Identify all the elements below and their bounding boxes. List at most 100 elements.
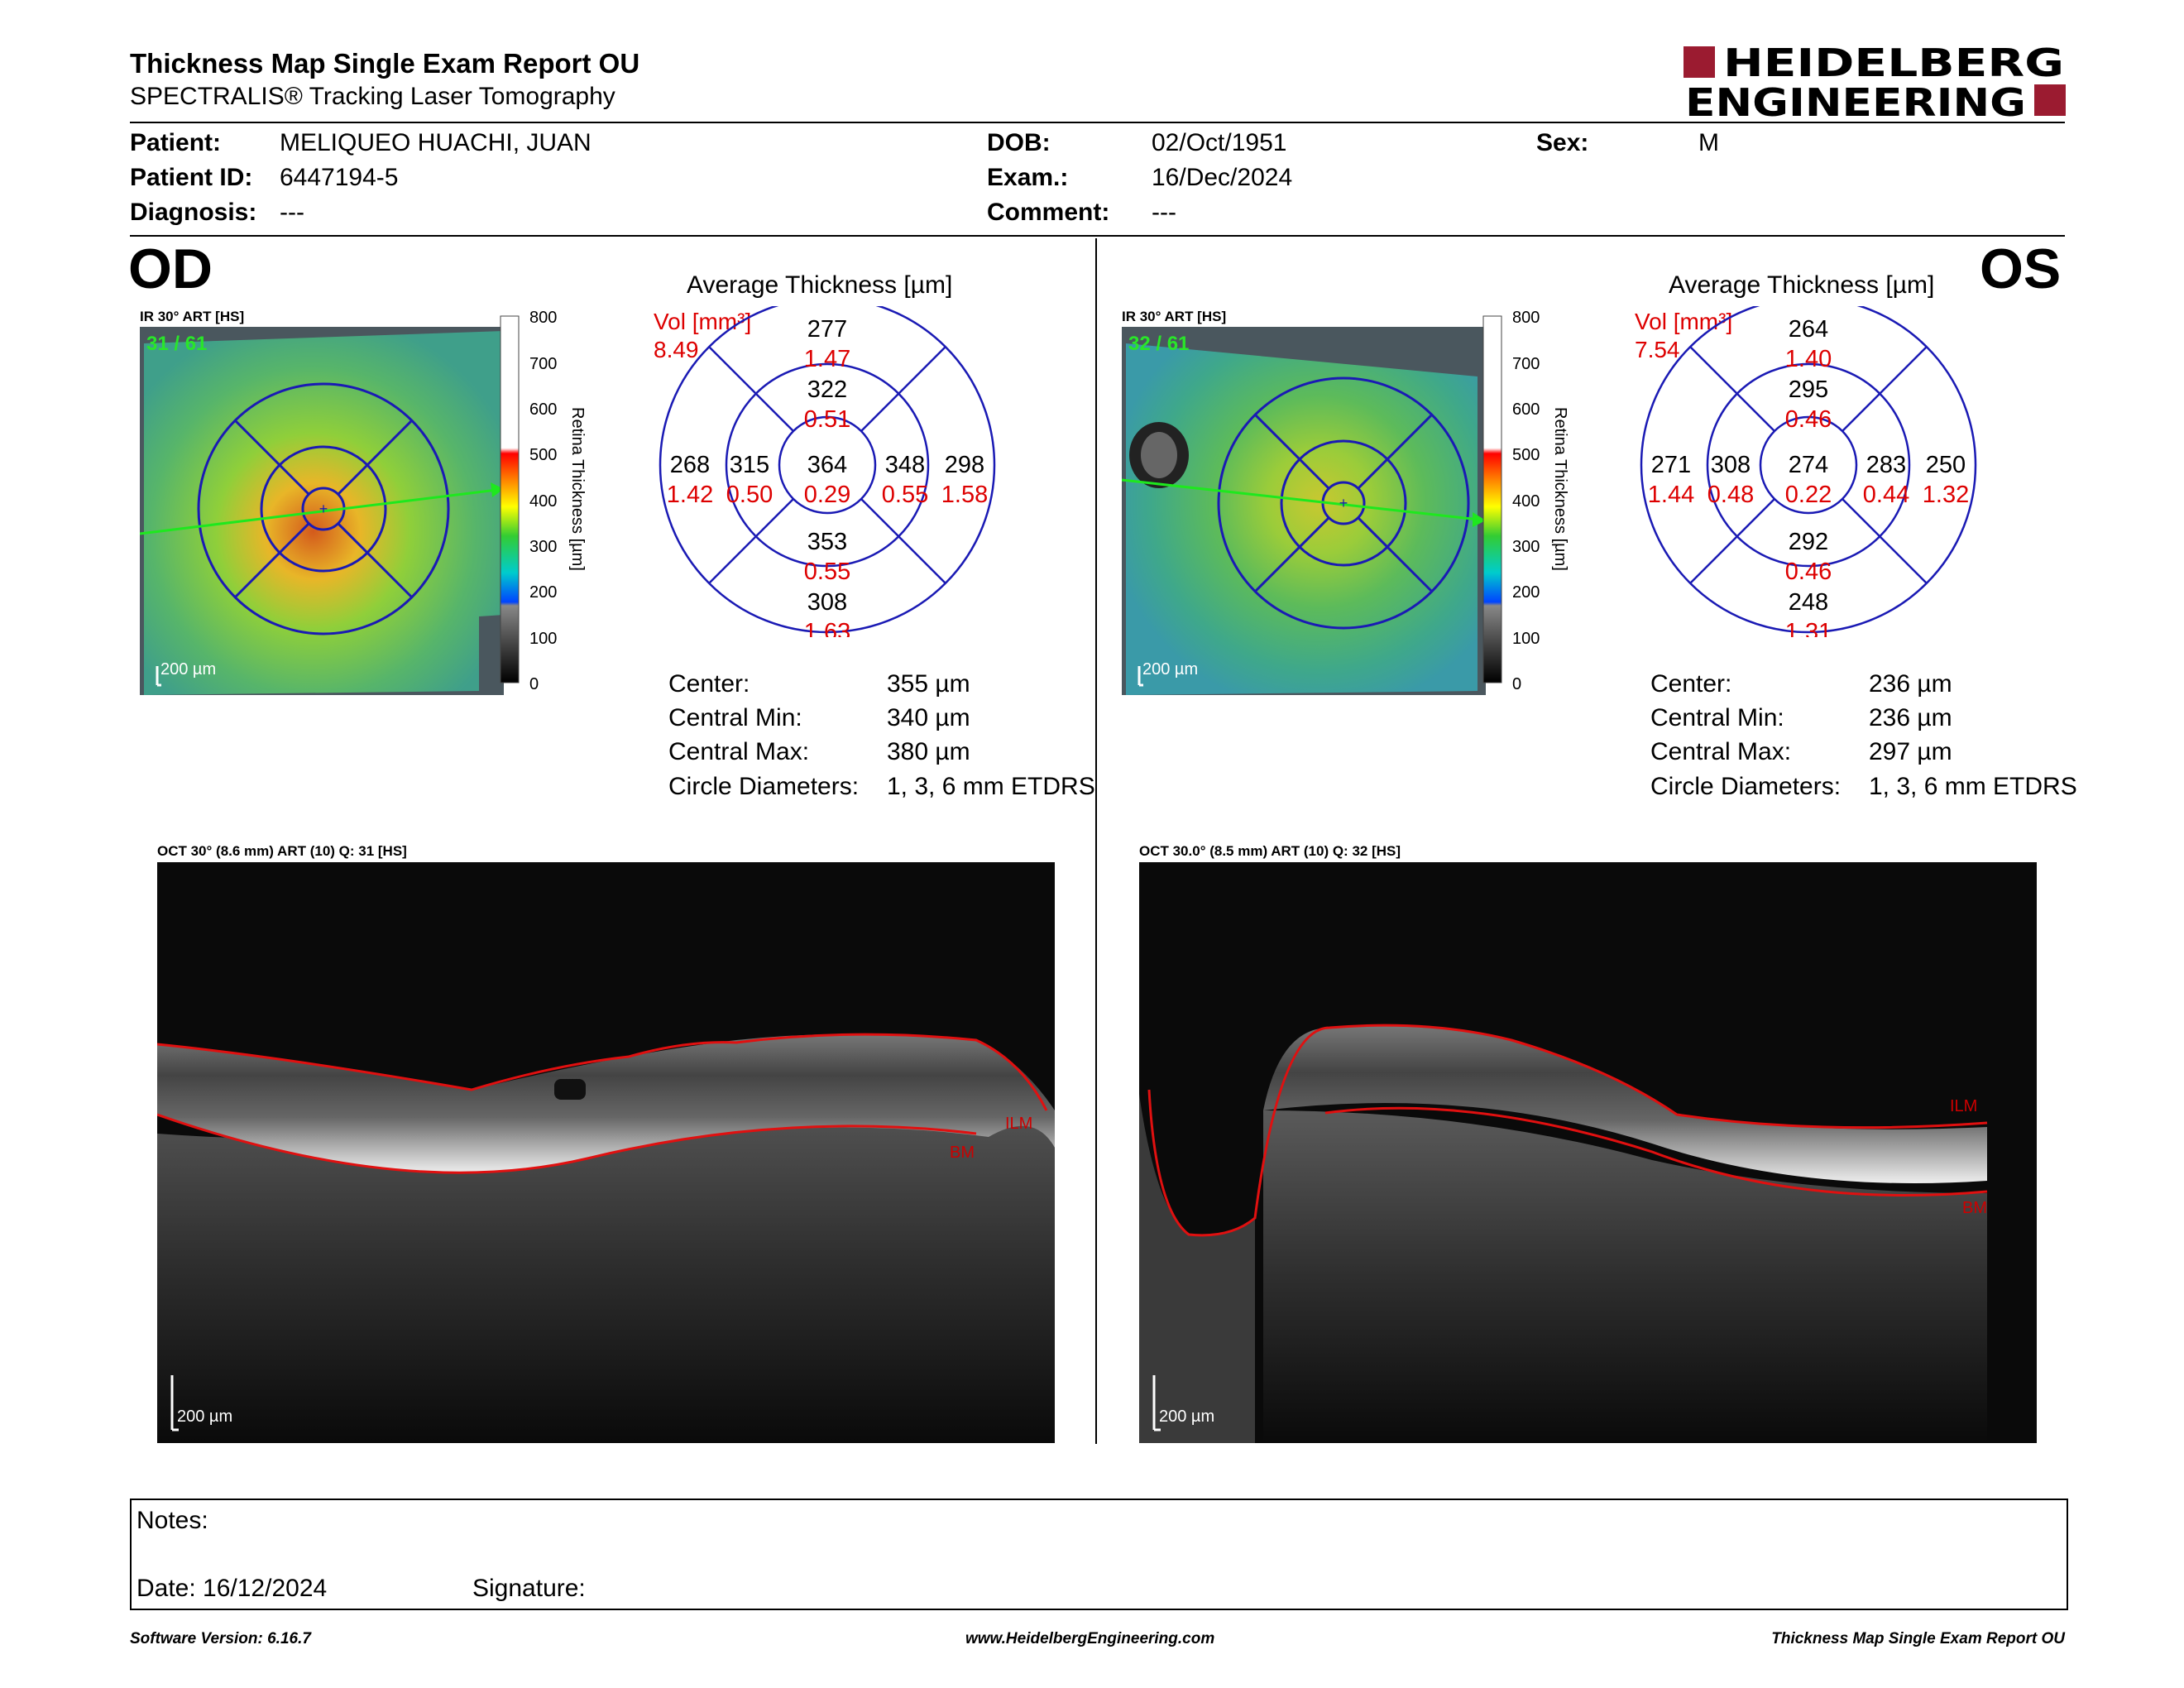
exam-label: Exam.:: [987, 164, 1069, 191]
os-outer-right-volume: 1.32: [1923, 482, 1969, 508]
od-center-label: Center:: [668, 670, 750, 698]
notes-box[interactable]: Notes: Date: 16/12/2024 Signature:: [130, 1499, 2068, 1610]
sex-label: Sex:: [1536, 129, 1589, 156]
od-bm-label: BM: [950, 1144, 975, 1162]
svg-text:+: +: [1339, 495, 1348, 511]
os-oct-scale: 200 µm: [1159, 1407, 1214, 1426]
os-outer-inf-thickness: 248: [1789, 589, 1828, 616]
od-inner-right-thickness: 348: [885, 452, 925, 478]
od-vol-label: Vol [mm³]: [654, 309, 752, 334]
scale-label-500: 500: [529, 446, 557, 464]
od-max-value: 380 µm: [887, 738, 970, 765]
os-inner-left-volume: 0.48: [1707, 482, 1754, 508]
patient-name: MELIQUEO HUACHI, JUAN: [280, 129, 592, 156]
logo-line2: ENGINEERING: [1685, 80, 2026, 119]
od-inner-left-thickness: 315: [730, 452, 769, 478]
os-inner-inf-volume: 0.46: [1785, 559, 1832, 585]
od-eye-label: OD: [128, 237, 213, 300]
report-subtitle: SPECTRALIS® Tracking Laser Tomography: [130, 83, 615, 110]
os-ilm-label: ILM: [1950, 1097, 1977, 1115]
scale-label-100: 100: [1512, 630, 1540, 648]
od-min-label: Central Min:: [668, 704, 802, 731]
os-thickness-map: + 32 / 61 200 µm: [1122, 327, 1486, 695]
scale-label-0: 0: [529, 675, 539, 693]
scale-label-400: 400: [1512, 492, 1540, 511]
exam-value: 16/Dec/2024: [1152, 164, 1293, 191]
scale-label-700: 700: [529, 355, 557, 373]
os-max-label: Central Max:: [1650, 738, 1792, 765]
od-oct-scan: ILM BM 200 µm: [157, 862, 1055, 1443]
scale-label-700: 700: [1512, 355, 1540, 373]
os-min-value: 236 µm: [1869, 704, 1952, 731]
os-oct-caption: OCT 30.0° (8.5 mm) ART (10) Q: 32 [HS]: [1139, 843, 1401, 859]
scale-label-500: 500: [1512, 446, 1540, 464]
comment-label: Comment:: [987, 199, 1110, 226]
od-inner-sup-volume: 0.51: [804, 406, 850, 433]
os-ir-quality: 32 / 61: [1128, 333, 1189, 355]
scale-label-800: 800: [529, 309, 557, 327]
scale-label-300: 300: [529, 538, 557, 556]
os-center-thickness: 274: [1789, 452, 1828, 478]
os-outer-left-volume: 1.44: [1648, 482, 1694, 508]
os-avg-title: Average Thickness [µm]: [1669, 271, 1935, 299]
diagnosis-value: ---: [280, 199, 304, 226]
scale-axis-label: Retina Thickness [µm]: [1551, 407, 1569, 571]
od-thickness-scale: 800 700 600 500 400 300 200 100 0 Retina…: [500, 309, 587, 693]
od-inner-inf-thickness: 353: [807, 529, 847, 555]
os-diam-label: Circle Diameters:: [1650, 773, 1842, 800]
patient-label: Patient:: [130, 129, 222, 156]
dob-label: DOB:: [987, 129, 1051, 156]
od-ir-caption: IR 30° ART [HS]: [140, 309, 245, 324]
scale-label-200: 200: [1512, 583, 1540, 602]
os-center-volume: 0.22: [1785, 482, 1832, 508]
od-outer-left-volume: 1.42: [667, 482, 713, 508]
od-outer-inf-thickness: 308: [807, 589, 847, 616]
os-outer-left-thickness: 271: [1651, 452, 1691, 478]
footer-website[interactable]: www.HeidelbergEngineering.com: [965, 1630, 1215, 1647]
od-inner-sup-thickness: 322: [807, 376, 847, 403]
od-oct-scale: 200 µm: [177, 1407, 232, 1426]
scale-label-600: 600: [1512, 400, 1540, 419]
od-thickness-map: + 31 / 61 200 µm: [140, 327, 504, 695]
footer-software: Software Version: 6.16.7: [130, 1630, 311, 1647]
od-outer-inf-volume: 1.63: [804, 619, 850, 637]
od-inner-left-volume: 0.50: [726, 482, 773, 508]
footer-report: Thickness Map Single Exam Report OU: [1771, 1630, 2065, 1647]
os-inner-sup-thickness: 295: [1789, 376, 1828, 403]
notes-signature: Signature:: [472, 1575, 586, 1602]
scale-label-0: 0: [1512, 675, 1521, 693]
os-diam-value: 1, 3, 6 mm ETDRS: [1869, 773, 2077, 800]
os-min-label: Central Min:: [1650, 704, 1784, 731]
comment-value: ---: [1152, 199, 1176, 226]
notes-label: Notes:: [136, 1507, 208, 1534]
os-thickness-scale: 800 700 600 500 400 300 200 100 0 Retina…: [1482, 309, 1569, 693]
os-vol-label: Vol [mm³]: [1635, 309, 1733, 334]
od-outer-sup-thickness: 277: [807, 316, 847, 343]
os-vol-value: 7.54: [1635, 337, 1680, 362]
scale-label-300: 300: [1512, 538, 1540, 556]
os-bm-label: BM: [1962, 1199, 1987, 1217]
scale-axis-label: Retina Thickness [µm]: [568, 407, 587, 571]
os-outer-right-thickness: 250: [1926, 452, 1966, 478]
scale-label-800: 800: [1512, 309, 1540, 327]
os-etdrs-grid: 264 1.40 295 0.46 274 0.22 308 0.48 283 …: [1640, 306, 1977, 637]
os-ir-scale: 200 µm: [1142, 660, 1198, 679]
od-ilm-label: ILM: [1005, 1115, 1032, 1133]
os-oct-scan: ILM BM 200 µm: [1139, 862, 2037, 1443]
patient-id: 6447194-5: [280, 164, 399, 191]
scale-label-600: 600: [529, 400, 557, 419]
os-inner-right-thickness: 283: [1866, 452, 1906, 478]
os-inner-inf-thickness: 292: [1789, 529, 1828, 555]
od-center-volume: 0.29: [804, 482, 850, 508]
notes-date: Date: 16/12/2024: [136, 1575, 328, 1602]
od-center-value: 355 µm: [887, 670, 970, 698]
od-outer-right-volume: 1.58: [941, 482, 988, 508]
od-min-value: 340 µm: [887, 704, 970, 731]
os-eye-label: OS: [1980, 237, 2062, 300]
patient-id-label: Patient ID:: [130, 164, 253, 191]
od-outer-right-thickness: 298: [945, 452, 984, 478]
od-etdrs-grid: 277 1.47 322 0.51 364 0.29 315 0.50 348 …: [659, 306, 996, 637]
od-outer-sup-volume: 1.47: [804, 346, 850, 372]
os-outer-sup-thickness: 264: [1789, 316, 1828, 343]
sex-value: M: [1698, 129, 1719, 156]
